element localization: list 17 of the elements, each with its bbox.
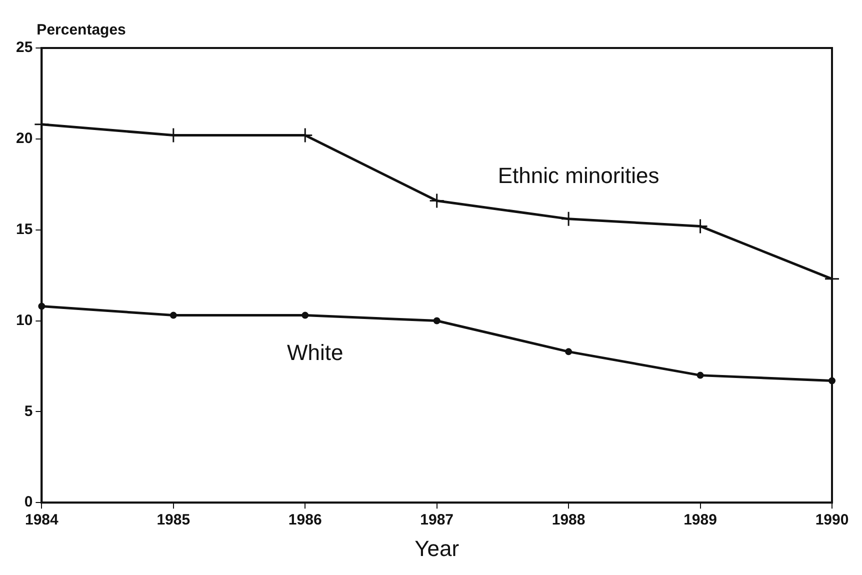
y-tick-label: 5	[24, 402, 33, 420]
series-label: Ethnic minorities	[498, 162, 660, 188]
x-tick-label: 1984	[24, 512, 60, 529]
x-tick-label: 1989	[684, 512, 717, 529]
y-axis-title: Percentages	[36, 22, 126, 39]
x-tick-label: 1987	[420, 512, 454, 529]
y-tick-label: 20	[16, 130, 33, 148]
series-label: White	[287, 340, 344, 366]
x-axis-title: Year	[414, 536, 460, 561]
y-tick-label: 25	[16, 39, 33, 56]
x-tick-label: 1986	[288, 512, 322, 529]
y-tick-label: 10	[16, 312, 33, 329]
x-tick-label: 1988	[552, 512, 586, 529]
y-tick-label: 15	[16, 220, 33, 238]
y-tick-label: 0	[24, 494, 33, 511]
x-tick-label: 1990	[815, 512, 849, 529]
x-tick-label: 1985	[156, 512, 190, 529]
